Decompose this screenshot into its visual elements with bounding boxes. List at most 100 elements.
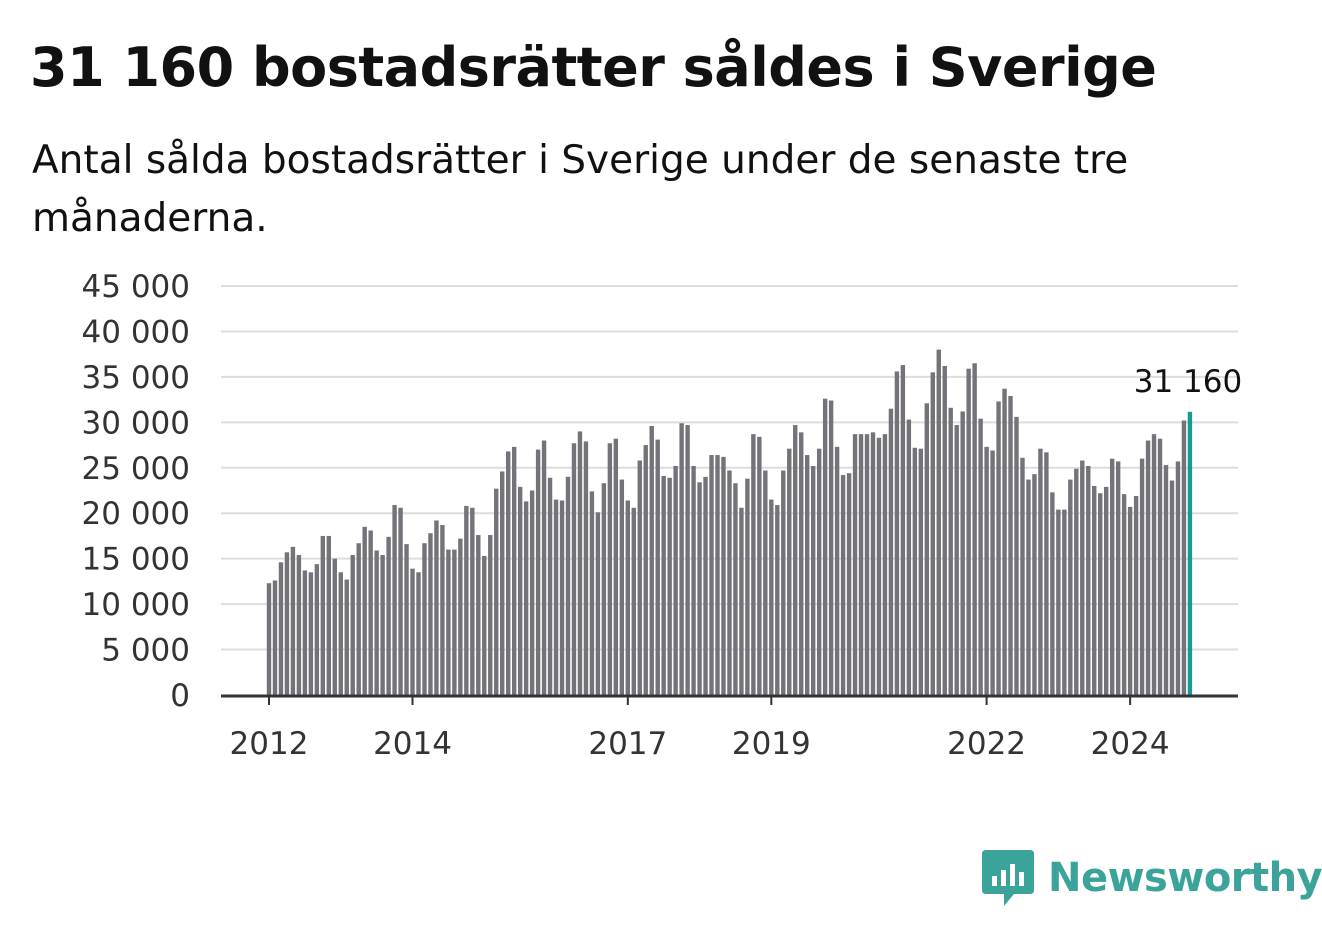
bar [864, 434, 870, 695]
bar [488, 535, 493, 695]
bar [876, 437, 882, 695]
bar [996, 401, 1001, 695]
bar [655, 439, 660, 695]
bar [458, 538, 463, 695]
bar [888, 408, 894, 695]
bar [595, 512, 601, 695]
bar [739, 507, 744, 695]
bar [1002, 388, 1007, 695]
bar [972, 363, 977, 695]
x-tick-label: 2012 [230, 726, 309, 762]
bar [978, 418, 983, 695]
bar [1169, 480, 1175, 695]
bar [284, 552, 290, 695]
bar [691, 465, 696, 695]
bar [577, 431, 583, 695]
bar [828, 400, 834, 695]
bar [500, 471, 505, 695]
bar [1109, 458, 1115, 695]
bar [1092, 485, 1097, 695]
bar [506, 451, 511, 695]
bar [637, 460, 642, 695]
bar [1104, 486, 1109, 695]
bar [846, 473, 852, 695]
bar [1175, 461, 1181, 695]
bar [912, 447, 918, 695]
bar [296, 555, 302, 695]
bar [302, 570, 308, 695]
bar [1008, 395, 1013, 695]
y-tick-label: 0 [170, 678, 190, 714]
bar [428, 533, 433, 695]
bar [320, 535, 326, 695]
bar [434, 520, 439, 695]
bar [314, 564, 320, 695]
bar [1115, 461, 1121, 695]
bar [918, 448, 924, 695]
bar [398, 507, 403, 695]
bar [787, 448, 792, 695]
y-tick-label: 40 000 [82, 314, 190, 350]
bar [697, 482, 702, 695]
bar [1086, 465, 1091, 695]
bar [745, 478, 750, 695]
bar [1020, 457, 1025, 695]
y-tick-label: 35 000 [82, 360, 190, 396]
x-tick-label: 2014 [373, 726, 452, 762]
bar [553, 499, 559, 695]
bar [822, 398, 828, 695]
bar [368, 530, 373, 695]
bar [643, 445, 648, 695]
bar [1181, 420, 1187, 695]
bar [816, 448, 822, 695]
bar [930, 372, 935, 695]
bar [1068, 479, 1073, 695]
bar [589, 491, 595, 695]
y-tick-label: 15 000 [82, 542, 190, 578]
bar [338, 572, 343, 695]
bar [1151, 434, 1157, 695]
bar [954, 425, 959, 695]
bar [1056, 509, 1061, 695]
bar [1044, 452, 1049, 695]
bar [565, 476, 571, 695]
bar [679, 423, 684, 695]
bar [840, 475, 846, 695]
bar [936, 349, 941, 695]
bar [1133, 495, 1139, 695]
bar [266, 583, 272, 695]
bar [715, 455, 720, 695]
bar [709, 455, 714, 695]
bar [422, 543, 427, 695]
bar [440, 525, 445, 695]
bar [308, 572, 314, 695]
bar [529, 490, 535, 695]
bar [374, 550, 379, 695]
bar [386, 536, 391, 695]
bar-latest [1187, 411, 1193, 695]
bar [1121, 494, 1127, 695]
x-tick-label: 2022 [947, 726, 1026, 762]
bar [661, 475, 666, 695]
bar [781, 470, 786, 695]
bar [733, 483, 738, 695]
bar [924, 403, 929, 695]
bar [1026, 479, 1031, 695]
bar [649, 425, 654, 695]
bar [721, 456, 726, 695]
bar [326, 535, 331, 695]
bar [852, 434, 858, 695]
bar [775, 505, 780, 695]
bar [559, 500, 565, 695]
bar [685, 425, 690, 695]
bar [906, 419, 912, 695]
bar [272, 580, 278, 695]
bar [1014, 416, 1019, 695]
y-tick-label: 5 000 [101, 633, 190, 669]
logo-text: Newsworthy [1048, 855, 1322, 901]
bar [894, 371, 900, 695]
bar [751, 434, 756, 695]
x-axis [221, 694, 1238, 705]
bar [966, 368, 971, 695]
bar [583, 441, 589, 695]
